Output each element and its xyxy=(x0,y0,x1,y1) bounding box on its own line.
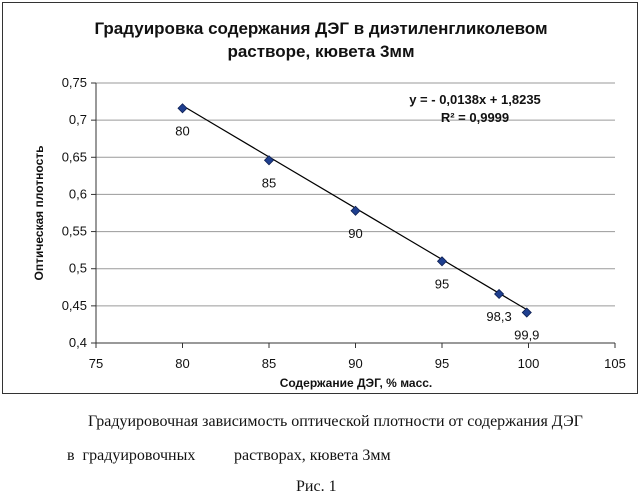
y-tick-label: 0,4 xyxy=(69,335,87,350)
data-point-label: 99,9 xyxy=(514,328,539,343)
y-tick-label: 0,7 xyxy=(69,112,87,127)
data-point-marker xyxy=(436,256,448,267)
data-point-marker xyxy=(263,155,275,166)
x-tick-label: 75 xyxy=(89,356,103,371)
y-axis-title: Оптическая плотность xyxy=(32,146,46,281)
chart-title-line-1: Градуировка содержания ДЭГ в диэтиленгли… xyxy=(94,19,547,38)
data-point-marker xyxy=(350,205,361,216)
data-point-label: 90 xyxy=(348,226,362,241)
data-point-label: 85 xyxy=(262,175,276,190)
data-point-marker xyxy=(521,307,532,318)
data-point-marker xyxy=(177,103,188,114)
x-tick-label: 95 xyxy=(435,356,449,371)
x-axis-title: Содержание ДЭГ, % масс. xyxy=(280,376,433,390)
calibration-chart: Градуировка содержания ДЭГ в диэтиленгли… xyxy=(32,19,626,390)
y-tick-label: 0,5 xyxy=(69,261,87,276)
tick-labels-layer: 0,4 0,45 0,5 0,55 0,6 0,65 0,7 0,75 75 80 85 90 95 10… xyxy=(62,75,626,371)
y-tick-label: 0,55 xyxy=(62,224,87,239)
data-points-layer xyxy=(177,103,532,318)
trendline-equation: y = - 0,0138x + 1,8235 xyxy=(409,92,541,107)
caption-line-2-end: растворах, кювета 3мм xyxy=(234,447,391,464)
chart-title-line-2: растворе, кювета 3мм xyxy=(227,42,414,61)
axes-layer xyxy=(91,82,616,348)
chart-frame: Градуировка содержания ДЭГ в диэтиленгли… xyxy=(2,2,638,394)
x-tick-label: 90 xyxy=(348,356,362,371)
grid-layer xyxy=(96,82,615,307)
x-tick-label: 80 xyxy=(175,356,189,371)
r-squared-label: R² = 0,9999 xyxy=(441,110,509,125)
y-tick-label: 0,6 xyxy=(69,186,87,201)
data-point-label: 95 xyxy=(435,276,449,291)
caption-line-2-start: в градуировочных xyxy=(67,447,196,464)
y-tick-label: 0,65 xyxy=(62,149,87,164)
y-tick-label: 0,45 xyxy=(62,298,87,313)
figure-label: Рис. 1 xyxy=(296,478,337,495)
x-tick-label: 100 xyxy=(518,356,540,371)
x-tick-label: 85 xyxy=(262,356,276,371)
data-point-label: 80 xyxy=(175,123,189,138)
y-tick-label: 0,75 xyxy=(62,75,87,90)
data-point-label: 98,3 xyxy=(486,309,511,324)
caption-line-1: Градуировочная зависимость оптической пл… xyxy=(88,413,583,430)
data-point-marker xyxy=(494,288,505,300)
x-tick-label: 105 xyxy=(604,356,626,371)
